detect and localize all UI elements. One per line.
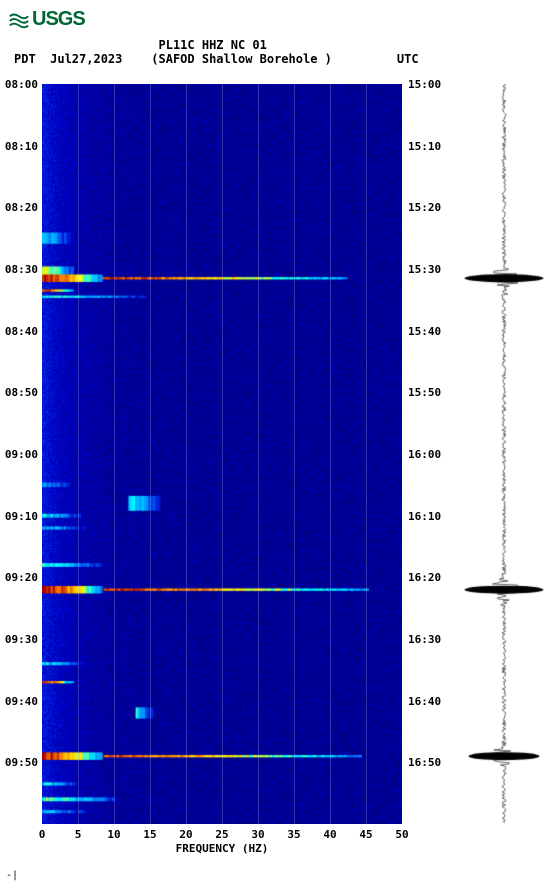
ytick-right: 15:00 (408, 78, 441, 91)
yaxis-right-utc: 15:0015:1015:2015:3015:4015:5016:0016:10… (406, 84, 452, 824)
gridline (114, 84, 115, 824)
gridline (258, 84, 259, 824)
gridline (330, 84, 331, 824)
yaxis-left-pdt: 08:0008:1008:2008:3008:4008:5009:0009:10… (0, 84, 40, 824)
seismogram-strip (460, 84, 548, 824)
ytick-left: 09:40 (5, 695, 38, 708)
xaxis-label: FREQUENCY (HZ) (42, 842, 402, 855)
header: PL11C HHZ NC 01 PDT Jul27,2023 (SAFOD Sh… (0, 38, 552, 66)
ytick-right: 16:20 (408, 571, 441, 584)
spectrogram-plot (42, 84, 402, 824)
xtick: 15 (143, 828, 156, 841)
ytick-left: 09:00 (5, 448, 38, 461)
gridline (294, 84, 295, 824)
xtick: 10 (107, 828, 120, 841)
ytick-right: 16:30 (408, 633, 441, 646)
gridline (150, 84, 151, 824)
ytick-right: 16:00 (408, 448, 441, 461)
gridline (78, 84, 79, 824)
ytick-left: 08:00 (5, 78, 38, 91)
gridline (186, 84, 187, 824)
xtick: 40 (323, 828, 336, 841)
xtick: 0 (39, 828, 46, 841)
xtick: 35 (287, 828, 300, 841)
xtick: 20 (179, 828, 192, 841)
ytick-left: 08:40 (5, 325, 38, 338)
xtick: 30 (251, 828, 264, 841)
ytick-left: 08:30 (5, 263, 38, 276)
ytick-left: 09:10 (5, 510, 38, 523)
gridline (366, 84, 367, 824)
usgs-logo: USGS (8, 8, 85, 31)
ytick-left: 09:20 (5, 571, 38, 584)
ytick-left: 08:10 (5, 140, 38, 153)
ytick-right: 15:10 (408, 140, 441, 153)
station-line: PL11C HHZ NC 01 (0, 38, 552, 52)
xaxis-frequency: FREQUENCY (HZ) 05101520253035404550 (42, 824, 402, 864)
xtick: 50 (395, 828, 408, 841)
ytick-right: 16:40 (408, 695, 441, 708)
ytick-left: 09:50 (5, 756, 38, 769)
ytick-right: 15:20 (408, 201, 441, 214)
ytick-left: 08:50 (5, 386, 38, 399)
usgs-logo-text: USGS (32, 8, 85, 31)
ytick-right: 16:50 (408, 756, 441, 769)
xtick: 5 (75, 828, 82, 841)
footer-mark: -| (6, 870, 18, 881)
ytick-right: 16:10 (408, 510, 441, 523)
gridline (222, 84, 223, 824)
xtick: 45 (359, 828, 372, 841)
seismogram-canvas (460, 84, 548, 824)
ytick-right: 15:40 (408, 325, 441, 338)
ytick-right: 15:30 (408, 263, 441, 276)
ytick-right: 15:50 (408, 386, 441, 399)
xtick: 25 (215, 828, 228, 841)
usgs-waves-icon (8, 9, 30, 31)
ytick-left: 09:30 (5, 633, 38, 646)
date-location-line: PDT Jul27,2023 (SAFOD Shallow Borehole )… (0, 52, 552, 66)
ytick-left: 08:20 (5, 201, 38, 214)
